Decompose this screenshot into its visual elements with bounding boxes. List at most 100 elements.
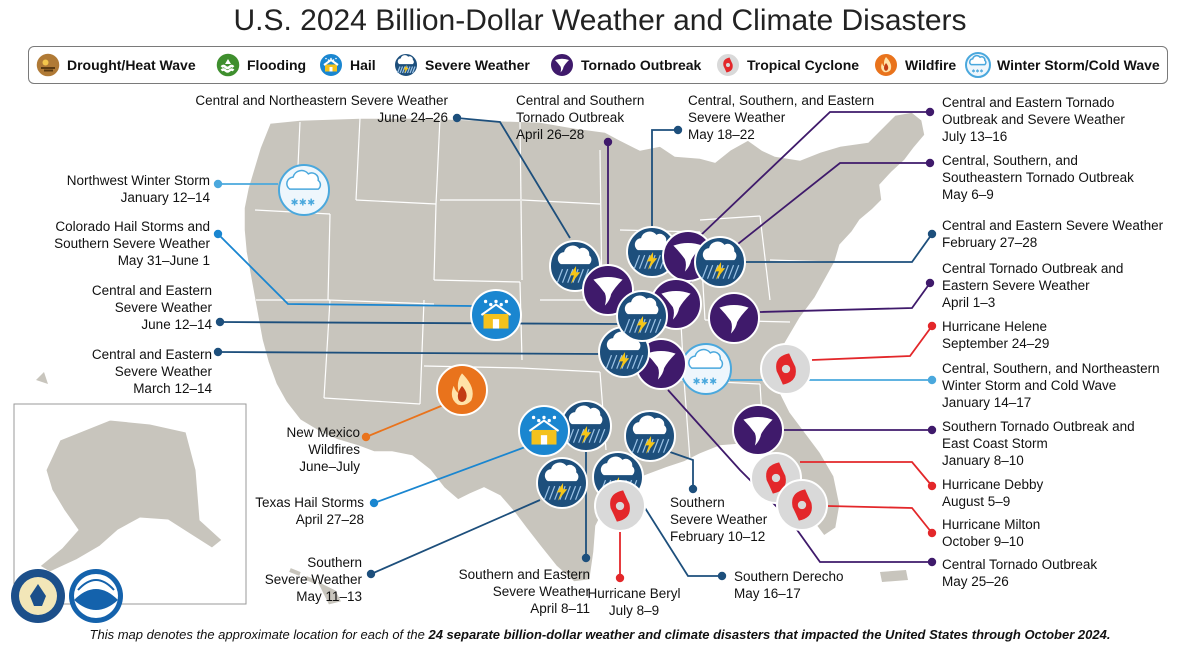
drought-icon <box>35 52 61 78</box>
event-label-nm-fire: New Mexico Wildfires June–July <box>240 424 360 475</box>
leader-dot-helene <box>927 321 937 331</box>
event-dates: September 24–29 <box>942 336 1050 351</box>
event-name-line: Central Tornado Outbreak <box>942 557 1098 572</box>
event-name-line: Hurricane Helene <box>942 319 1048 334</box>
severe-weather-icon <box>624 410 676 462</box>
leader-dot-st-ec <box>927 425 937 435</box>
event-label-s-sw-feb: Southern Severe Weather February 10–12 <box>670 494 830 545</box>
severe-weather-icon <box>536 457 588 509</box>
state-border <box>521 199 601 205</box>
event-label-ct-may: Central Tornado Outbreak May 25–26 <box>942 556 1172 590</box>
event-label-csn-ws: Central, Southern, and Northeastern Winte… <box>942 360 1182 411</box>
footer-note: This map denotes the approximate locatio… <box>89 627 1111 642</box>
puerto-rico <box>880 570 908 582</box>
tropical-cyclone-icon <box>776 479 828 531</box>
legend-label: Tropical Cyclone <box>747 57 860 73</box>
event-dates: March 12–14 <box>133 381 212 396</box>
state-border <box>323 397 421 405</box>
event-name-line: Southern <box>307 555 362 570</box>
legend-label: Severe Weather <box>425 57 530 73</box>
leader-line-ce-sw-feb <box>744 233 933 263</box>
leader-line-s-sw-feb <box>669 451 694 489</box>
legend-label: Wildfire <box>905 57 957 73</box>
leader-line-debby <box>800 461 933 487</box>
state-border <box>683 379 691 461</box>
leader-line-derecho <box>639 499 722 577</box>
leader-line-nm-fire <box>365 403 447 438</box>
state-border <box>355 117 361 201</box>
legend-label: Hail <box>350 57 376 73</box>
event-name-line: Hurricane Beryl <box>587 586 681 601</box>
event-name-line: New Mexico <box>286 425 360 440</box>
event-label-s-sw-may: Southern Severe Weather May 11–13 <box>248 554 362 605</box>
state-border <box>519 367 601 373</box>
svg-text:✱: ✱ <box>307 198 315 209</box>
leader-dot-cs-to <box>603 137 613 147</box>
leader-dot-cse-sw <box>673 125 683 135</box>
event-label-tx-hail: Texas Hail Storms April 27–28 <box>230 494 364 528</box>
event-name-line: Severe Weather <box>688 110 786 125</box>
event-dates: May 18–22 <box>688 127 755 142</box>
event-name-line: Hurricane Milton <box>942 517 1041 532</box>
event-name-line: Hurricane Debby <box>942 477 1044 492</box>
flooding-icon <box>215 52 241 78</box>
state-border <box>699 215 761 221</box>
legend-item-hail: Hail <box>318 52 376 78</box>
leader-dot-ce-to <box>925 107 935 117</box>
event-label-cse-sw: Central, Southern, and Eastern Severe Wea… <box>688 92 888 143</box>
legend-label: Drought/Heat Wave <box>67 57 196 73</box>
event-name-line: Southern <box>670 495 725 510</box>
event-name-line: Severe Weather <box>492 584 590 599</box>
leader-line-helene <box>811 325 933 361</box>
wildfire-icon <box>436 364 488 416</box>
leader-line-cse-sw <box>651 129 678 228</box>
legend-item-wildfire: Wildfire <box>873 52 956 78</box>
event-dates: February 10–12 <box>670 529 766 544</box>
winter-storm-icon: ✱ ✱ ✱ <box>965 52 991 78</box>
leader-dot-beryl <box>615 573 625 583</box>
event-dates: May 11–13 <box>296 589 362 604</box>
state-border <box>419 299 425 405</box>
event-name-line: Central Tornado Outbreak and <box>942 261 1124 276</box>
event-name-line: Central, Southern, and Northeastern <box>942 361 1160 376</box>
svg-text:✱: ✱ <box>709 377 717 388</box>
event-name-line: Southern Severe Weather <box>54 236 210 251</box>
state-border <box>435 117 441 205</box>
event-label-st-ec: Southern Tornado Outbreak and East Coast … <box>942 418 1182 469</box>
state-border <box>519 121 523 281</box>
event-name-line: Central and Eastern Severe Weather <box>942 218 1164 233</box>
leader-dot-nm-fire <box>361 432 371 442</box>
event-label-derecho: Southern Derecho May 16–17 <box>734 568 884 602</box>
leader-dot-ct-may <box>927 557 937 567</box>
leader-line-milton <box>827 505 933 534</box>
leader-dot-ce-sw-mar <box>213 347 223 357</box>
svg-text:✱: ✱ <box>976 69 980 75</box>
event-label-beryl: Hurricane Beryl July 8–9 <box>584 585 684 619</box>
leader-dot-debby <box>927 481 937 491</box>
winter-storm-icon: ✱ ✱ ✱ <box>278 164 330 216</box>
legend-label: Tornado Outbreak <box>581 57 702 73</box>
state-border <box>433 279 521 283</box>
event-name-line: Central and Southern <box>516 93 645 108</box>
leader-dot-ne-sw <box>452 113 462 123</box>
event-dates: October 9–10 <box>942 534 1024 549</box>
leader-dot-milton <box>927 528 937 538</box>
legend-label: Flooding <box>247 57 307 73</box>
leader-dot-s-sw-feb <box>688 484 698 494</box>
tropical-cyclone-icon <box>594 480 646 532</box>
leader-dot-csn-ws <box>927 375 937 385</box>
event-name-line: Severe Weather <box>264 572 362 587</box>
leader-dot-ct-es <box>925 278 935 288</box>
leader-line-co-hail <box>217 233 473 307</box>
wildfire-icon <box>873 52 899 78</box>
tropical-cyclone-icon <box>760 343 812 395</box>
event-name-line: Severe Weather <box>114 300 212 315</box>
leader-line-ce-to <box>699 111 930 237</box>
alaska-inset-frame <box>13 403 247 605</box>
leader-dot-co-hail <box>213 229 223 239</box>
winter-storm-icon: ✱ ✱ ✱ <box>680 343 732 395</box>
event-name-line: Southern Tornado Outbreak and <box>942 419 1135 434</box>
event-name-line: Central, Southern, and Eastern <box>688 93 875 108</box>
event-dates: May 31–June 1 <box>117 253 210 268</box>
legend-item-winter-storm: ✱ ✱ ✱ Winter Storm/Cold Wave <box>965 52 1160 78</box>
